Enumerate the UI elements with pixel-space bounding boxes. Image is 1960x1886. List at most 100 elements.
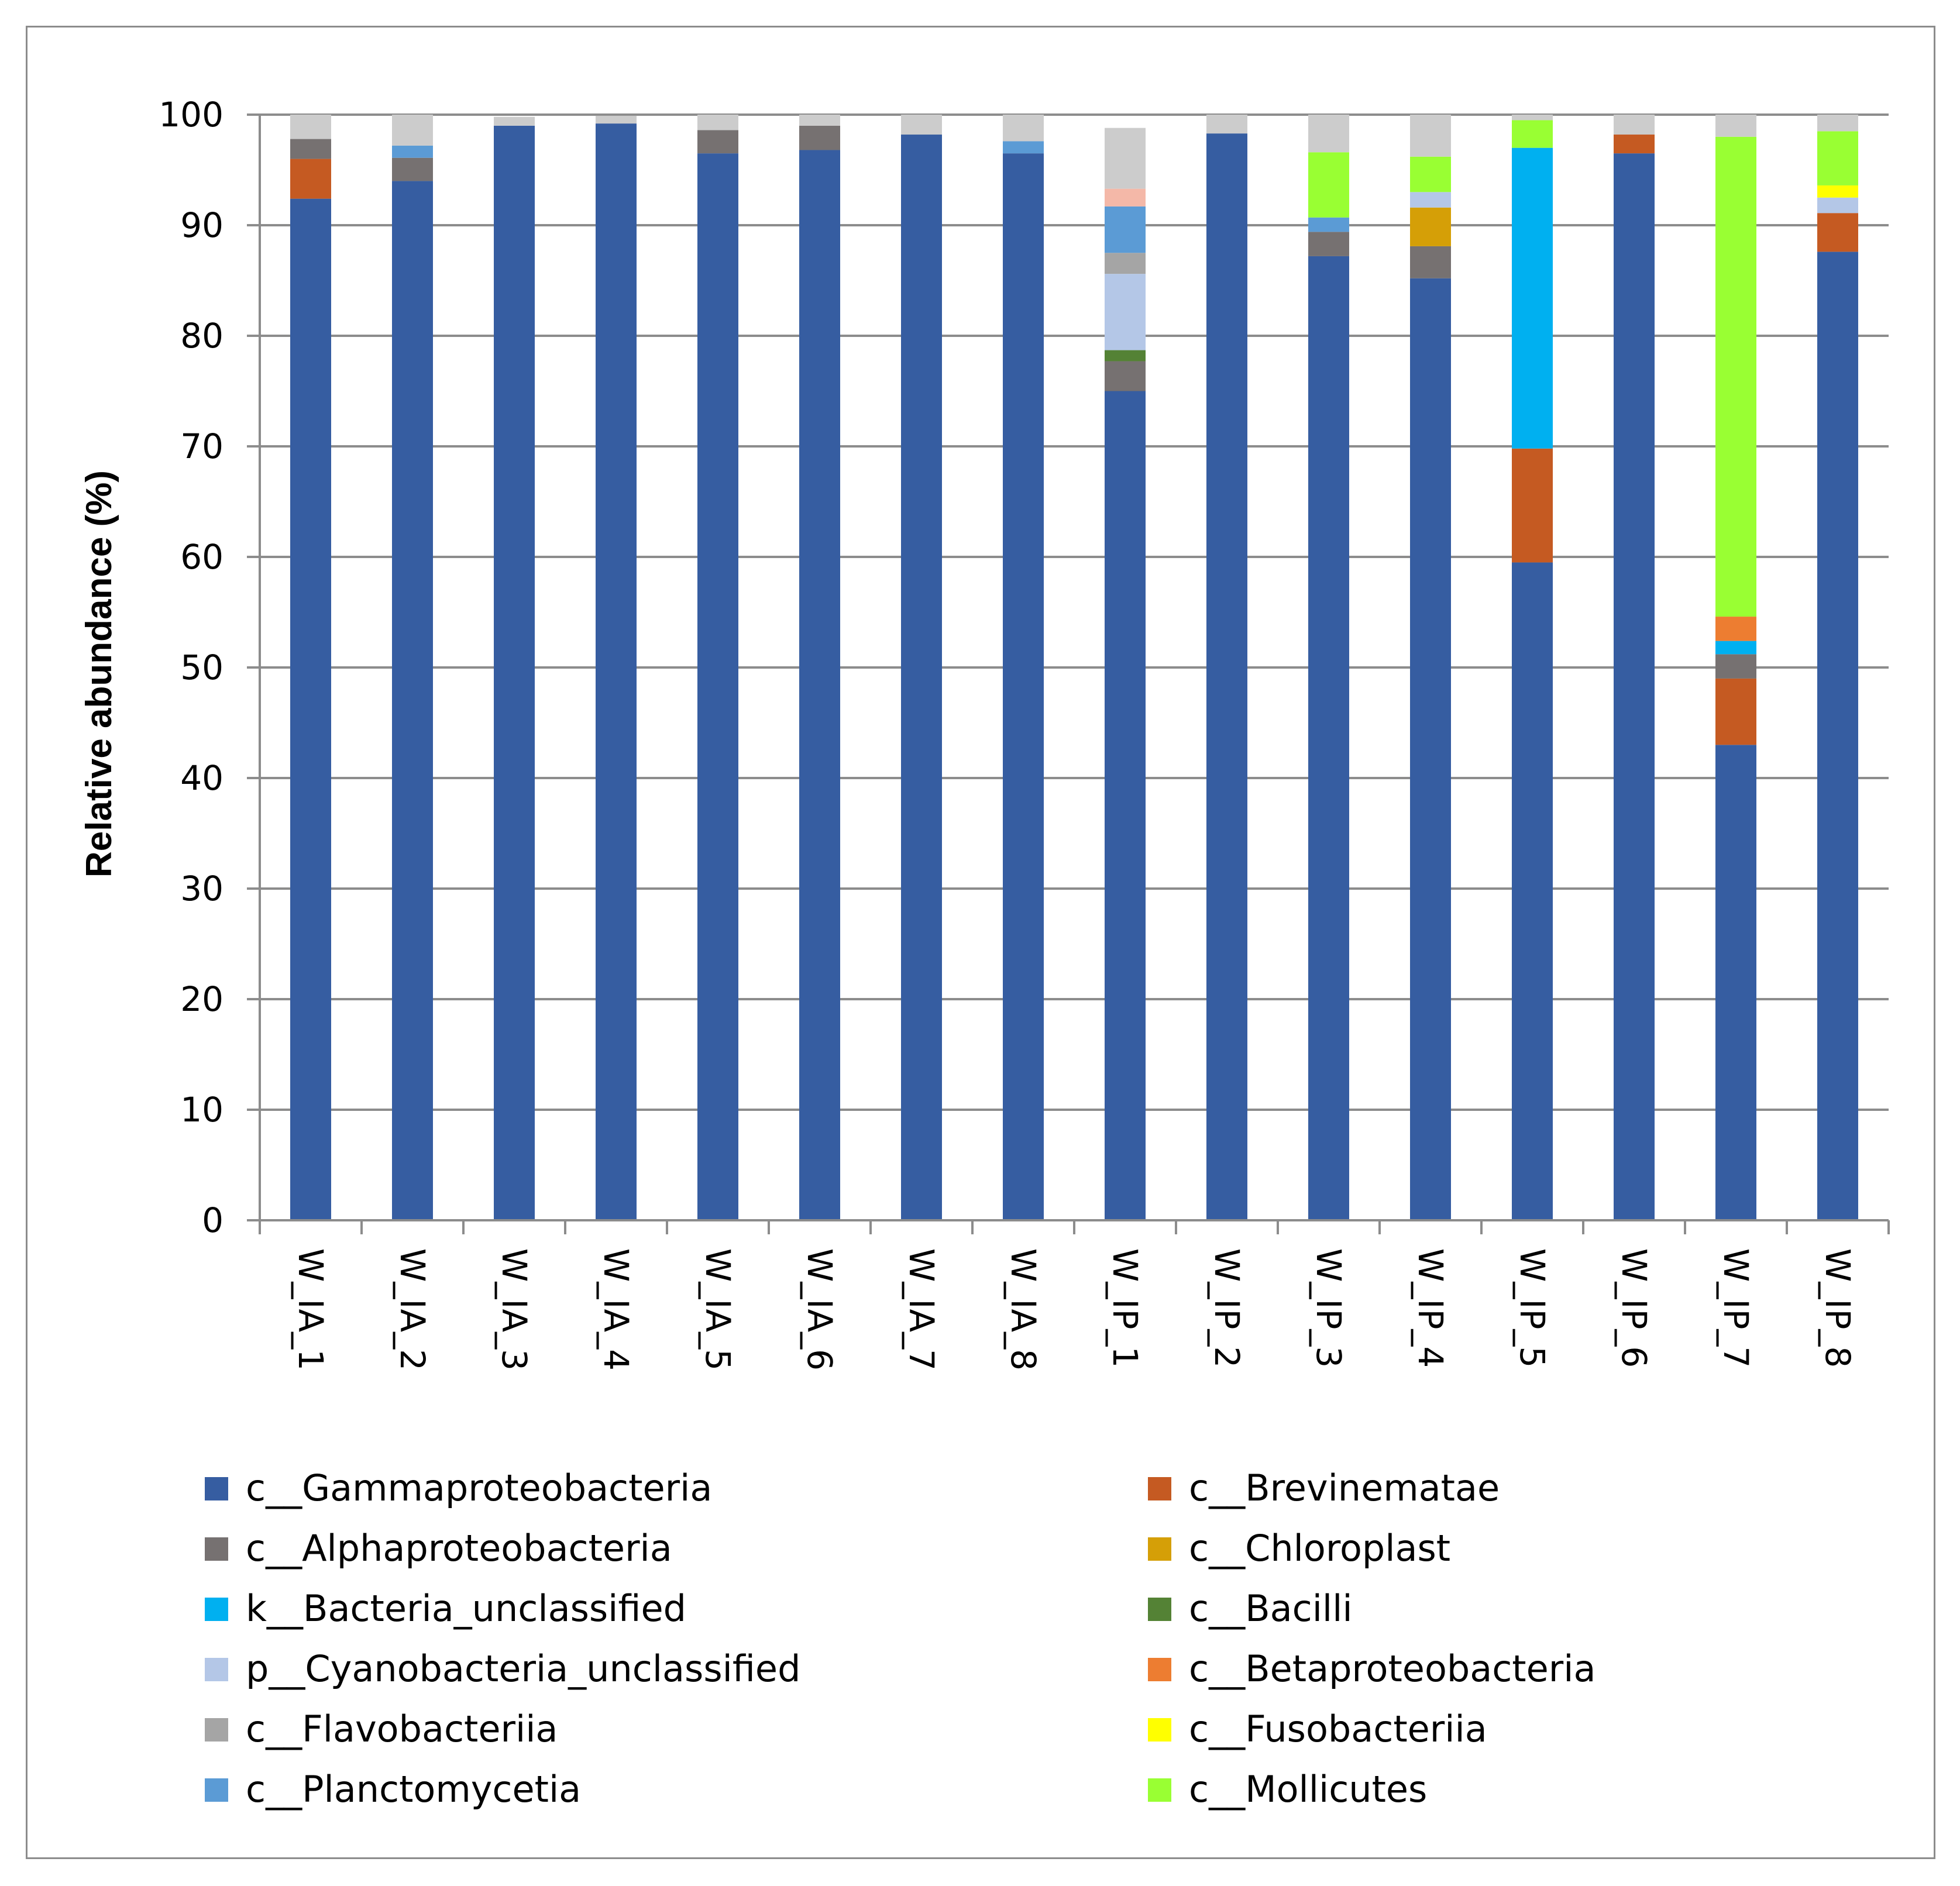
x-category-label: W_IA_4: [596, 1248, 636, 1371]
y-tick-label: 80: [180, 316, 223, 356]
x-category-label: W_IA_7: [902, 1248, 941, 1371]
bar-segment-c-gammaproteobacteria: [596, 123, 637, 1220]
axes: [247, 113, 1890, 1234]
bar-segment-c-alphaproteobacteria: [1308, 232, 1349, 256]
bar-segment-c-flavobacteriia: [1105, 253, 1146, 274]
legend-swatch: [1148, 1477, 1171, 1500]
bar-segment-other-1: [1308, 115, 1349, 153]
bar-segment-other-1: [697, 115, 738, 130]
bar-segment-c-gammaproteobacteria: [1105, 391, 1146, 1220]
bar-segment-c-gammaproteobacteria: [1410, 278, 1451, 1221]
bar-segment-c-gammaproteobacteria: [697, 153, 738, 1220]
bar-segment-other-0: [1105, 188, 1146, 207]
bar-segment-p-cyanobacteria-unclassified: [1817, 197, 1858, 214]
bar-segment-c-planctomycetia: [1308, 217, 1349, 232]
bar-segment-c-chloroplast: [1410, 207, 1451, 246]
bar-segment-other-1: [596, 115, 637, 124]
bar-segment-other-1: [290, 115, 331, 139]
bar-segment-c-gammaproteobacteria: [1512, 562, 1553, 1221]
bar-segment-c-gammaproteobacteria: [799, 150, 840, 1221]
x-category-label: W_IA_3: [494, 1248, 534, 1371]
bar-segment-c-gammaproteobacteria: [1715, 745, 1756, 1220]
bar-segment-other-1: [1512, 115, 1553, 121]
bar-segment-other-1: [799, 115, 840, 126]
bar-segment-c-alphaproteobacteria: [799, 125, 840, 150]
legend-swatch: [1148, 1658, 1171, 1681]
legend-label: c__Chloroplast: [1189, 1527, 1450, 1570]
bar-segment-c-alphaproteobacteria: [1105, 361, 1146, 391]
legend-label: c__Fusobacteriia: [1189, 1708, 1487, 1750]
y-tick-label: 50: [180, 648, 223, 687]
legend-swatch: [1148, 1537, 1171, 1561]
bar-segment-c-gammaproteobacteria: [901, 135, 942, 1220]
bar-segment-other-1: [1715, 115, 1756, 137]
bar-segment-c-gammaproteobacteria: [1614, 153, 1655, 1220]
y-tick-label: 10: [180, 1090, 223, 1130]
legend-label: c__Mollicutes: [1189, 1768, 1427, 1811]
x-category-label: W_IA_1: [291, 1248, 331, 1371]
legend-swatch: [205, 1537, 228, 1561]
x-category-label: W_IP_7: [1716, 1248, 1756, 1368]
bar-segment-c-planctomycetia: [392, 145, 433, 158]
bar-segment-other-1: [392, 115, 433, 146]
bar-segment-c-mollicutes: [1512, 120, 1553, 148]
legend: c__Gammaproteobacteria c__Brevinematae c__…: [205, 1467, 1595, 1811]
bar-segment-other-1: [494, 116, 535, 126]
x-category-label: W_IP_1: [1105, 1248, 1145, 1368]
x-category-labels: W_IA_1 W_IA_2 W_IA_3 W_IA_4 W_IA_5 W_IA_6 W_IA…: [291, 1248, 1858, 1371]
bar-segment-c-alphaproteobacteria: [1715, 654, 1756, 679]
bar-segment-other-1: [1410, 115, 1451, 157]
bar-segment-c-mollicutes: [1817, 131, 1858, 185]
bar-segment-c-brevinematae: [1817, 213, 1858, 252]
x-category-label: W_IA_8: [1003, 1248, 1043, 1371]
bar-segment-c-planctomycetia: [1003, 141, 1044, 154]
bar-segment-c-gammaproteobacteria: [1817, 252, 1858, 1220]
legend-swatch: [1148, 1598, 1171, 1621]
x-category-label: W_IP_4: [1411, 1248, 1450, 1368]
legend-label: c__Brevinematae: [1189, 1467, 1500, 1509]
bar-segment-c-bacilli: [1105, 350, 1146, 362]
bar-segment-c-betaproteobacteria: [1715, 617, 1756, 641]
y-tick-label: 20: [180, 979, 223, 1019]
bar-segment-c-brevinematae: [1512, 448, 1553, 563]
x-category-label: W_IP_5: [1512, 1248, 1552, 1368]
bar-segment-other-1: [1206, 115, 1247, 134]
bar-segment-c-gammaproteobacteria: [1003, 153, 1044, 1220]
legend-label: c__Planctomycetia: [246, 1768, 581, 1811]
bar-segment-c-mollicutes: [1715, 136, 1756, 617]
bar-segment-other-1: [1817, 115, 1858, 132]
bar-segment-c-gammaproteobacteria: [290, 198, 331, 1220]
x-category-label: W_IA_6: [800, 1248, 840, 1371]
x-category-label: W_IP_8: [1818, 1248, 1858, 1368]
legend-swatch: [205, 1718, 228, 1742]
y-tick-label: 40: [180, 758, 223, 798]
bar-segment-other-1: [901, 115, 942, 135]
bar-segment-c-mollicutes: [1308, 152, 1349, 218]
legend-swatch: [1148, 1778, 1171, 1802]
bar-segment-c-alphaproteobacteria: [392, 157, 433, 181]
bar-segment-c-alphaproteobacteria: [697, 130, 738, 154]
bar-segment-c-gammaproteobacteria: [1308, 256, 1349, 1220]
bar-segment-c-fusobacteriia: [1817, 185, 1858, 198]
bar-segment-c-brevinematae: [290, 159, 331, 199]
y-tick-label: 90: [180, 205, 223, 245]
bar-segment-k-bacteria-unclassified: [1512, 147, 1553, 449]
bar-segment-other-1: [1614, 115, 1655, 135]
y-tick-label: 60: [180, 537, 223, 577]
legend-label: c__Bacilli: [1189, 1587, 1353, 1630]
bar-segment-p-cyanobacteria-unclassified: [1105, 274, 1146, 350]
bar-segment-c-brevinematae: [1614, 135, 1655, 154]
x-category-label: W_IP_6: [1614, 1248, 1654, 1368]
bar-segment-c-gammaproteobacteria: [392, 181, 433, 1220]
y-tick-label: 70: [180, 426, 223, 466]
y-tick-label: 100: [159, 95, 223, 135]
legend-swatch: [1148, 1718, 1171, 1742]
legend-label: k__Bacteria_unclassified: [246, 1587, 686, 1630]
bar-segment-c-alphaproteobacteria: [1410, 246, 1451, 278]
bar-segment-c-gammaproteobacteria: [494, 125, 535, 1220]
bar-series: [290, 115, 1858, 1221]
x-category-label: W_IP_3: [1309, 1248, 1349, 1368]
legend-label: c__Gammaproteobacteria: [246, 1467, 712, 1509]
legend-swatch: [205, 1598, 228, 1621]
